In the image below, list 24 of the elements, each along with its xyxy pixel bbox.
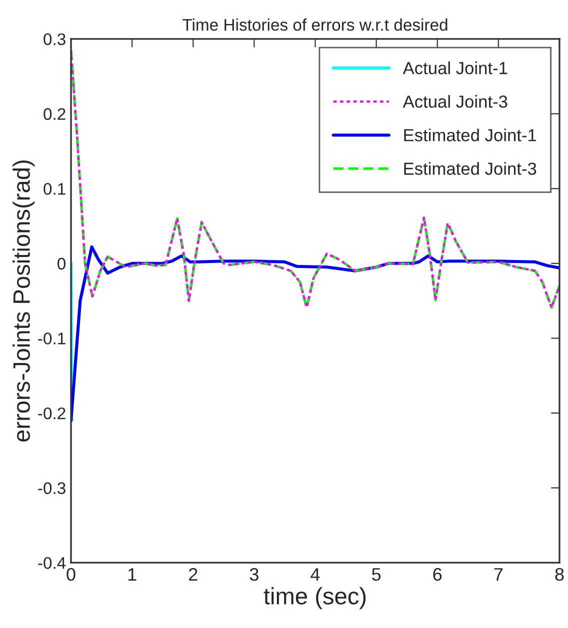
legend-label: Estimated Joint-3	[404, 162, 536, 175]
x-axis-title: time (sec)	[264, 587, 366, 610]
legend-label: Actual Joint-1	[402, 62, 508, 74]
y-axis-title: errors-Joints Positions(rad)	[12, 160, 35, 442]
x-tick-label: 0	[66, 568, 76, 581]
legend-label: Estimated Joint-1	[404, 128, 536, 142]
x-tick-label: 6	[433, 568, 442, 581]
x-tick-label: 5	[372, 568, 381, 581]
y-tick-label: 0	[58, 258, 66, 270]
y-tick-label: 0.1	[44, 182, 66, 195]
x-tick-label: 3	[250, 568, 258, 581]
y-tick-label: -0.4	[38, 557, 66, 569]
x-tick-label: 2	[189, 568, 198, 581]
x-tick-label: 4	[310, 568, 320, 581]
legend-label: Actual Joint-3	[402, 95, 508, 108]
y-tick-label: -0.2	[38, 407, 66, 420]
y-tick-label: 0.3	[44, 33, 66, 46]
x-tick-label: 7	[494, 568, 503, 581]
x-tick-label: 8	[555, 568, 564, 581]
x-tick-label: 1	[128, 568, 136, 581]
chart-title: Time Histories of errors w.r.t desired	[182, 18, 448, 31]
y-tick-label: 0.2	[44, 108, 66, 120]
y-tick-label: -0.1	[38, 332, 66, 344]
y-tick-label: -0.3	[38, 482, 66, 494]
